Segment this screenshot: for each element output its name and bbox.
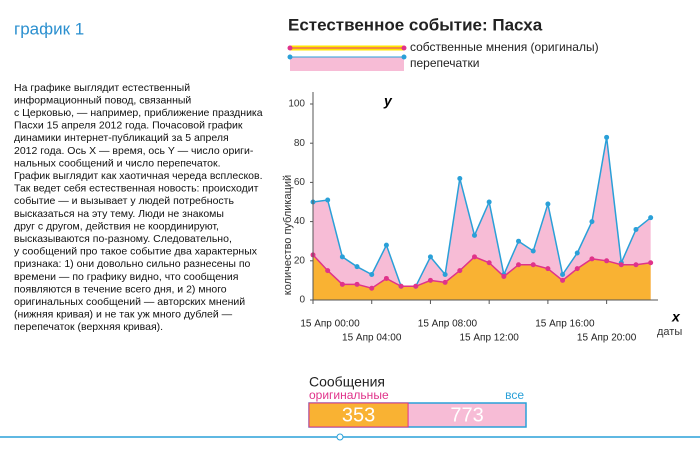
point	[486, 260, 492, 266]
page-title: график 1	[14, 19, 84, 38]
point	[427, 277, 433, 283]
point	[383, 275, 389, 281]
body-text: нальных сообщений и число перепечаток.	[14, 157, 221, 169]
x-tick-label: 15 Апр 04:00	[342, 333, 402, 344]
body-text: Так ведет себя естественная новость: про…	[14, 183, 259, 195]
body-text: информационный повод, связанный	[14, 94, 191, 106]
line	[312, 137, 652, 288]
point	[413, 283, 419, 289]
point	[589, 219, 595, 225]
point	[545, 201, 551, 207]
point	[369, 272, 375, 278]
y-tick-label: 40	[294, 216, 306, 227]
point	[574, 250, 580, 256]
point	[427, 254, 433, 260]
point	[618, 262, 624, 268]
legend-label: перепечатки	[410, 56, 479, 70]
summary-value: 773	[450, 404, 483, 426]
body-text: высказаться на эту тему. Люди не знакомы	[14, 208, 224, 220]
point	[516, 238, 522, 244]
legend-label: собственные мнения (оригиналы)	[410, 40, 599, 54]
legend-dot	[401, 54, 407, 60]
y-tick-label: 0	[299, 295, 305, 306]
body-text: График выглядит как хаотичная череда всп…	[14, 170, 263, 182]
y-label: y	[383, 93, 393, 109]
point	[560, 272, 566, 278]
point	[457, 175, 463, 181]
x-axis-title: даты	[657, 326, 682, 338]
point	[398, 283, 404, 289]
point	[545, 266, 551, 272]
body-text: времени — по графику видно, что сообщени…	[14, 271, 238, 283]
y-tick-label: 60	[294, 177, 306, 188]
summary-bar	[308, 402, 409, 428]
point	[442, 279, 448, 285]
point	[589, 256, 595, 262]
body-text: у сообщений про такое событие два характ…	[14, 246, 258, 258]
point	[486, 199, 492, 205]
y-tick-label: 80	[294, 138, 306, 149]
summary-title: Сообщения	[309, 374, 385, 390]
legend-swatch	[290, 57, 404, 71]
point	[325, 268, 331, 274]
point	[604, 134, 610, 140]
y-tick-label: 20	[294, 255, 306, 266]
point	[648, 215, 654, 221]
body-text: На графике выглядит естественный	[14, 82, 190, 94]
legend-dot	[287, 54, 293, 60]
x-tick-label: 15 Апр 00:00	[300, 319, 360, 330]
legend-dot	[401, 45, 407, 51]
point	[501, 273, 507, 279]
summary-label: все	[505, 388, 524, 402]
point	[354, 281, 360, 287]
x-label: x	[671, 309, 681, 325]
point	[383, 242, 389, 248]
point	[339, 254, 345, 260]
point	[574, 266, 580, 272]
point	[471, 254, 477, 260]
body-text: друг с другом, действия не координируют,	[14, 220, 219, 232]
point	[560, 277, 566, 283]
legend-dot	[287, 45, 293, 51]
body-text: признака: 1) они довольно сильно разнесе…	[14, 258, 251, 270]
footer-dot	[336, 433, 344, 441]
point	[442, 272, 448, 278]
body-text: динамики интернет-публикаций за 5 апреля	[14, 132, 229, 144]
point	[530, 262, 536, 268]
point	[339, 281, 345, 287]
chart-title: Естественное событие: Пасха	[288, 15, 543, 34]
point	[325, 197, 331, 203]
body-text: (нижняя кривая) и не так уж много дублей…	[14, 309, 233, 321]
point	[633, 262, 639, 268]
x-tick-label: 15 Апр 16:00	[535, 319, 595, 330]
body-text: оригинальных сообщений — авторских мнени…	[14, 296, 245, 308]
x-tick-label: 15 Апр 08:00	[418, 319, 478, 330]
x-tick-label: 15 Апр 12:00	[459, 333, 519, 344]
point	[354, 264, 360, 270]
point	[369, 285, 375, 291]
body-text: с Церковью, — например, приближение праз…	[14, 107, 263, 119]
point	[604, 258, 610, 264]
y-axis-title: количество публикаций	[282, 175, 294, 295]
y-tick-label: 100	[288, 99, 305, 110]
point	[633, 226, 639, 232]
body-text: перепечаток (верхняя кривая).	[14, 321, 163, 333]
body-text: высказываются по-разному. Следовательно,	[14, 233, 232, 245]
area	[313, 254, 651, 300]
x-tick-label: 15 Апр 20:00	[577, 333, 637, 344]
point	[471, 232, 477, 238]
point	[648, 260, 654, 266]
point	[516, 262, 522, 268]
body-text: Пасхи 15 апреля 2012 года. Почасовой гра…	[14, 120, 243, 132]
point	[530, 248, 536, 254]
body-text: 2012 года. Ось X — время, ось Y — число …	[14, 145, 254, 157]
summary-label: оригинальные	[309, 388, 389, 402]
point	[457, 268, 463, 274]
summary-value: 353	[342, 404, 375, 426]
body-text: появляются в течение всего дня, и 2) мно…	[14, 283, 227, 295]
body-text: событие — и вызывает у людей потребность	[14, 195, 234, 207]
